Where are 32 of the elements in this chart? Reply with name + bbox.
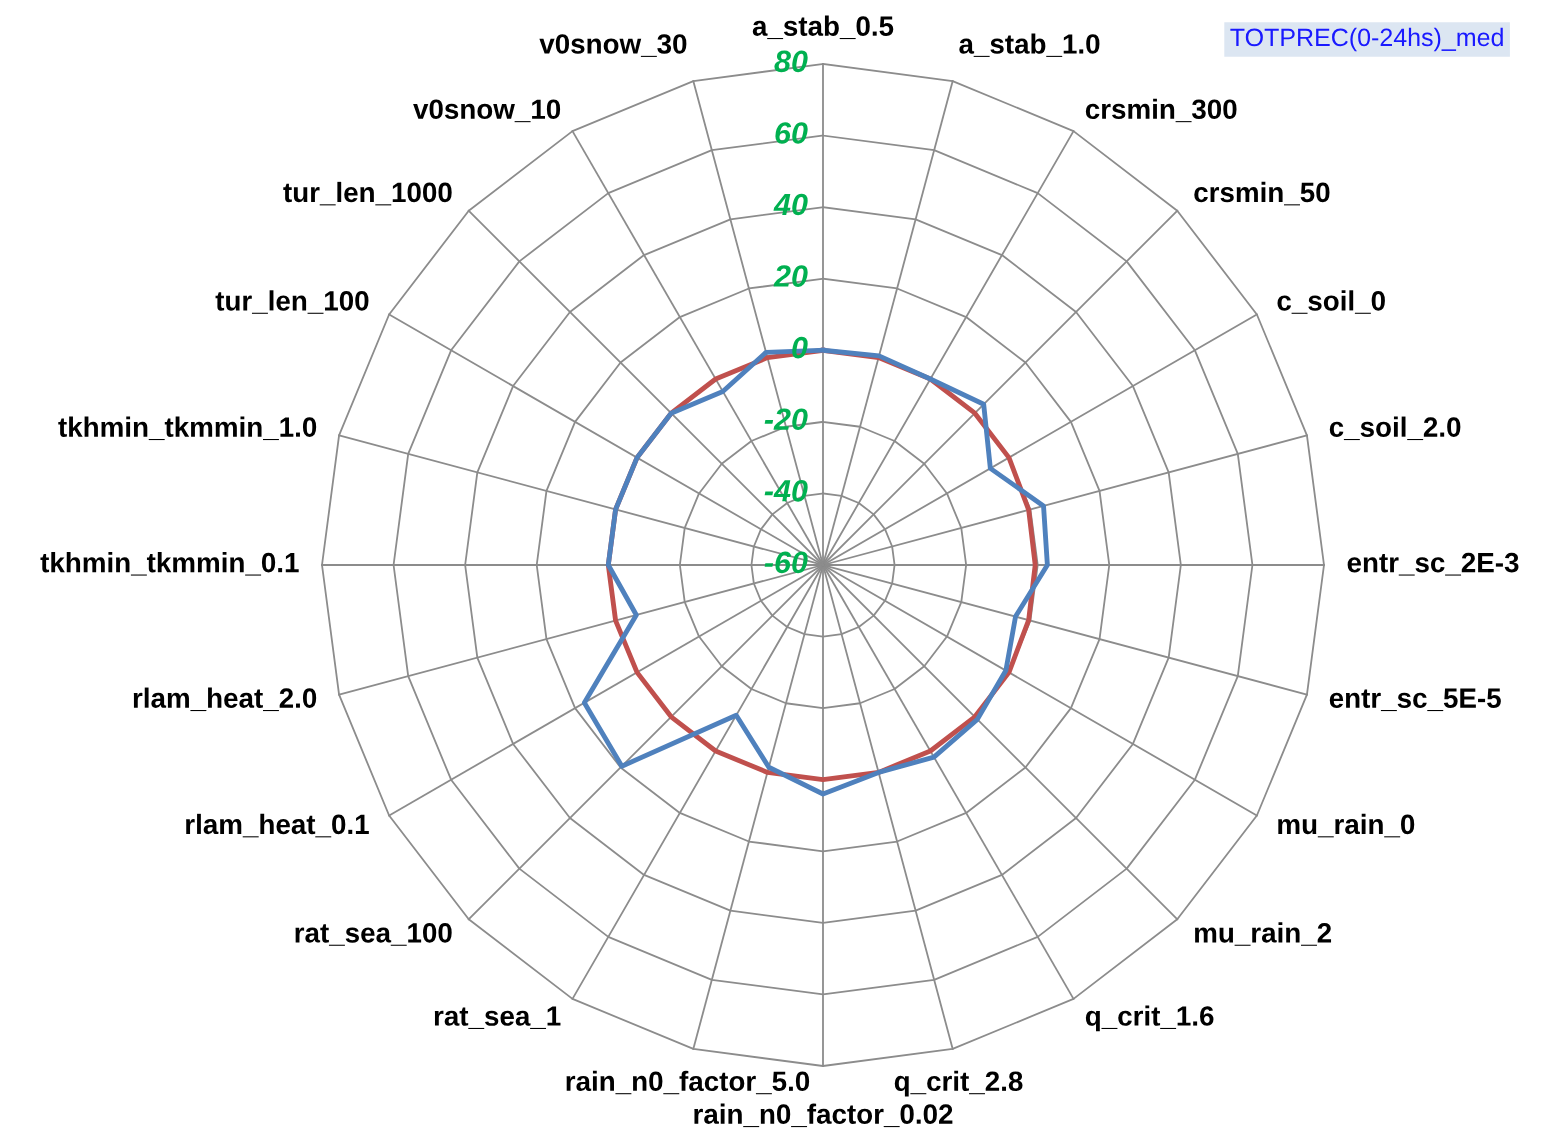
- spoke-label: c_soil_0: [1277, 290, 1385, 314]
- spoke-label: mu_rain_0: [1278, 813, 1415, 838]
- spoke-label: tur_len_1000: [283, 181, 452, 206]
- spoke-label: v0snow_10: [413, 99, 561, 123]
- y-tick-label: 20: [773, 265, 808, 287]
- spoke-label: q_crit_2.8: [894, 1070, 1023, 1097]
- spoke-label: a_stab_1.0: [959, 33, 1100, 57]
- y-tick-label: -20: [764, 408, 808, 431]
- spoke-label: tkhmin_tkmmin_1.0: [58, 416, 317, 441]
- chart-title: TOTPREC(0-24hs)_med: [1230, 27, 1503, 52]
- spoke-label: v0snow_30: [539, 34, 687, 57]
- y-tick-label: -40: [764, 479, 808, 502]
- y-tick-label: 40: [773, 193, 808, 216]
- spoke-label: entr_sc_2E-3: [1347, 552, 1519, 576]
- spoke-label: tkhmin_tkmmin_0.1: [40, 552, 299, 576]
- spoke-label: rain_n0_factor_5.0: [566, 1070, 810, 1095]
- y-tick-label: -60: [764, 551, 808, 574]
- spoke-label: mu_rain_2: [1195, 922, 1332, 946]
- y-tick-label: 80: [774, 50, 808, 73]
- spoke-label: a_stab_0.5: [752, 15, 894, 40]
- spoke-label: crsmin_50: [1194, 181, 1330, 206]
- spoke-label: tur_len_100: [215, 290, 369, 314]
- spoke-label: rat_sea_1: [434, 1006, 561, 1029]
- spoke-label: c_soil_2.0: [1329, 416, 1461, 441]
- y-tick-label: 60: [775, 122, 808, 144]
- spoke-label: q_crit_1.6: [1085, 1005, 1214, 1032]
- spoke-label: rat_sea_100: [295, 922, 452, 946]
- spoke-label: rlam_heat_2.0: [133, 687, 317, 712]
- spoke-label: rain_n0_factor_0.02: [694, 1103, 953, 1128]
- spoke-label: entr_sc_5E-5: [1329, 688, 1501, 712]
- spoke-label: crsmin_300: [1085, 98, 1237, 123]
- spoke-label: rlam_heat_0.1: [186, 813, 369, 838]
